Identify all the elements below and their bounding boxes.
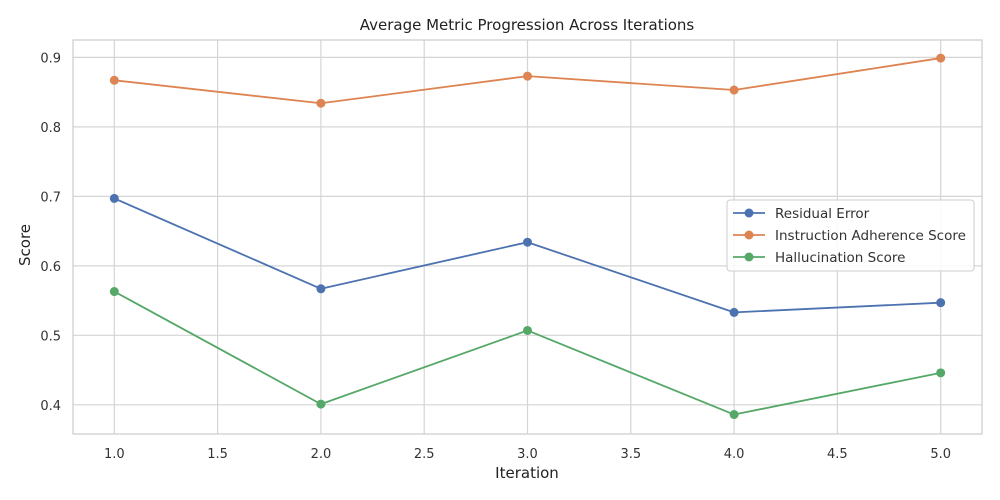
legend-item: Instruction Adherence Score xyxy=(733,228,966,244)
data-point xyxy=(936,368,946,378)
series-1 xyxy=(109,193,946,317)
series-3 xyxy=(109,287,946,420)
data-point xyxy=(316,98,326,108)
series-group xyxy=(109,53,946,420)
x-tick-label: 3.0 xyxy=(517,447,538,462)
x-tick-label: 4.5 xyxy=(827,447,848,462)
y-tick-label: 0.4 xyxy=(40,399,61,414)
data-point xyxy=(729,85,739,95)
x-axis-label: Iteration xyxy=(495,464,559,482)
axis-ticks: 1.0 1.5 2.0 2.5 3.0 3.5 4.0 4.5 5.0 0.4 0.5 0.6 0.7 0… xyxy=(40,51,951,462)
data-point xyxy=(523,325,532,335)
x-tick-label: 1.5 xyxy=(207,447,228,462)
series-2 xyxy=(109,53,946,108)
data-point xyxy=(729,410,739,420)
x-tick-label: 1.0 xyxy=(104,447,125,462)
legend-item: Residual Error xyxy=(733,206,870,222)
legend-item: Hallucination Score xyxy=(733,250,905,266)
legend-marker xyxy=(744,252,754,262)
data-point xyxy=(523,71,532,81)
data-point xyxy=(109,287,119,297)
legend-marker xyxy=(744,208,754,218)
data-point xyxy=(109,75,119,85)
data-point xyxy=(936,298,946,308)
x-tick-label: 3.5 xyxy=(620,447,641,462)
legend-label: Instruction Adherence Score xyxy=(775,228,966,244)
legend-label: Residual Error xyxy=(775,206,870,222)
legend-label: Hallucination Score xyxy=(775,250,905,266)
y-tick-label: 0.8 xyxy=(40,121,61,136)
x-tick-label: 5.0 xyxy=(930,447,951,462)
chart-title: Average Metric Progression Across Iterat… xyxy=(360,16,695,34)
plot-frame xyxy=(72,39,983,435)
data-point xyxy=(936,53,946,63)
grid xyxy=(73,40,982,434)
x-tick-label: 2.5 xyxy=(414,447,435,462)
data-point xyxy=(316,284,326,294)
y-axis-label: Score xyxy=(16,224,34,266)
legend-marker xyxy=(744,230,754,240)
data-point xyxy=(729,307,739,317)
legend-box xyxy=(726,199,975,272)
y-tick-label: 0.7 xyxy=(40,190,61,205)
data-point xyxy=(316,399,326,409)
data-point xyxy=(109,193,119,203)
y-tick-label: 0.5 xyxy=(40,329,61,344)
legend: Residual Error Instruction Adherence Scor… xyxy=(726,199,975,272)
x-tick-label: 4.0 xyxy=(724,447,745,462)
x-tick-label: 2.0 xyxy=(311,447,332,462)
y-tick-label: 0.9 xyxy=(40,51,61,66)
data-point xyxy=(523,237,532,247)
y-tick-label: 0.6 xyxy=(40,260,61,275)
